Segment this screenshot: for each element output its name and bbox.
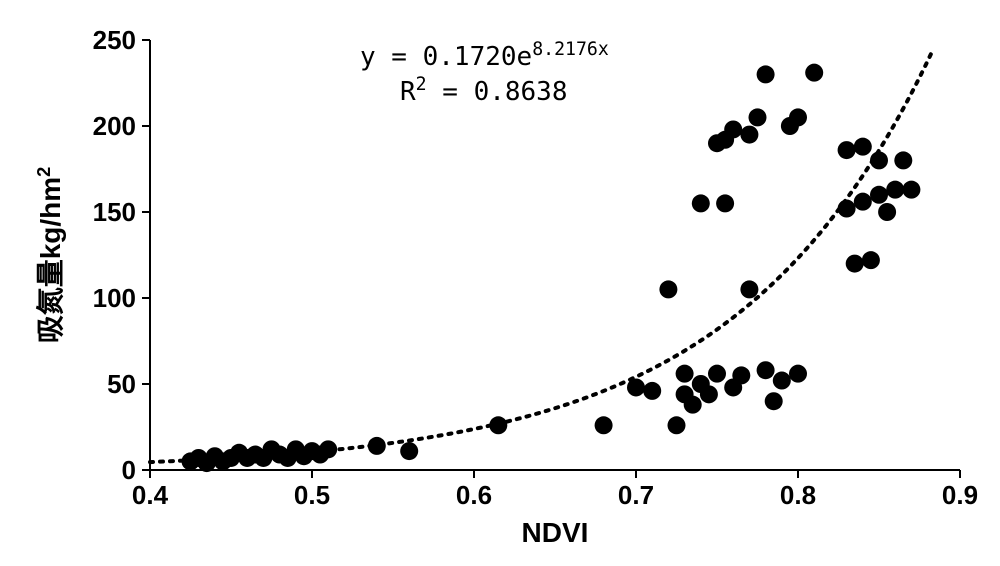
equation-line-1: y = 0.1720e8.2176x [360,39,609,73]
data-point [749,108,767,126]
y-tick-label: 250 [93,25,136,55]
data-point [870,151,888,169]
x-axis-label: NDVI [522,517,589,546]
data-point [659,280,677,298]
data-point [676,365,694,383]
data-point [716,194,734,212]
data-point [684,396,702,414]
x-tick-label: 0.8 [780,480,816,510]
data-point [838,141,856,159]
data-point [400,442,418,460]
data-point [878,203,896,221]
equation-line-2: R2 = 0.8638 [400,74,568,108]
y-tick-label: 200 [93,111,136,141]
data-point [708,365,726,383]
y-tick-label: 150 [93,197,136,227]
data-point [757,65,775,83]
data-point [732,366,750,384]
data-point [773,372,791,390]
data-point [854,138,872,156]
data-point [368,437,386,455]
data-point [862,251,880,269]
scatter-chart: 0501001502002500.40.50.60.70.80.9NDVI吸氮量… [20,20,980,546]
x-tick-label: 0.7 [618,480,654,510]
data-point [886,181,904,199]
y-axis-label: 吸氮量kg/hm2 [34,167,66,344]
data-point [692,194,710,212]
data-point [789,365,807,383]
data-point [740,126,758,144]
data-point [700,385,718,403]
data-point [627,378,645,396]
data-point [724,120,742,138]
data-point [789,108,807,126]
data-point [902,181,920,199]
data-point [757,361,775,379]
data-point [489,416,507,434]
data-point [595,416,613,434]
y-tick-label: 100 [93,283,136,313]
data-point [643,382,661,400]
x-tick-label: 0.4 [132,480,169,510]
x-tick-label: 0.6 [456,480,492,510]
data-point [805,64,823,82]
data-point [894,151,912,169]
data-point [740,280,758,298]
fit-curve [150,50,933,462]
data-point [838,200,856,218]
chart-canvas: 0501001502002500.40.50.60.70.80.9NDVI吸氮量… [20,20,980,546]
x-tick-label: 0.9 [942,480,978,510]
x-tick-label: 0.5 [294,480,330,510]
data-point [854,193,872,211]
data-point [870,186,888,204]
data-point [319,440,337,458]
data-point [765,392,783,410]
data-point [668,416,686,434]
y-tick-label: 50 [107,369,136,399]
data-point [846,255,864,273]
